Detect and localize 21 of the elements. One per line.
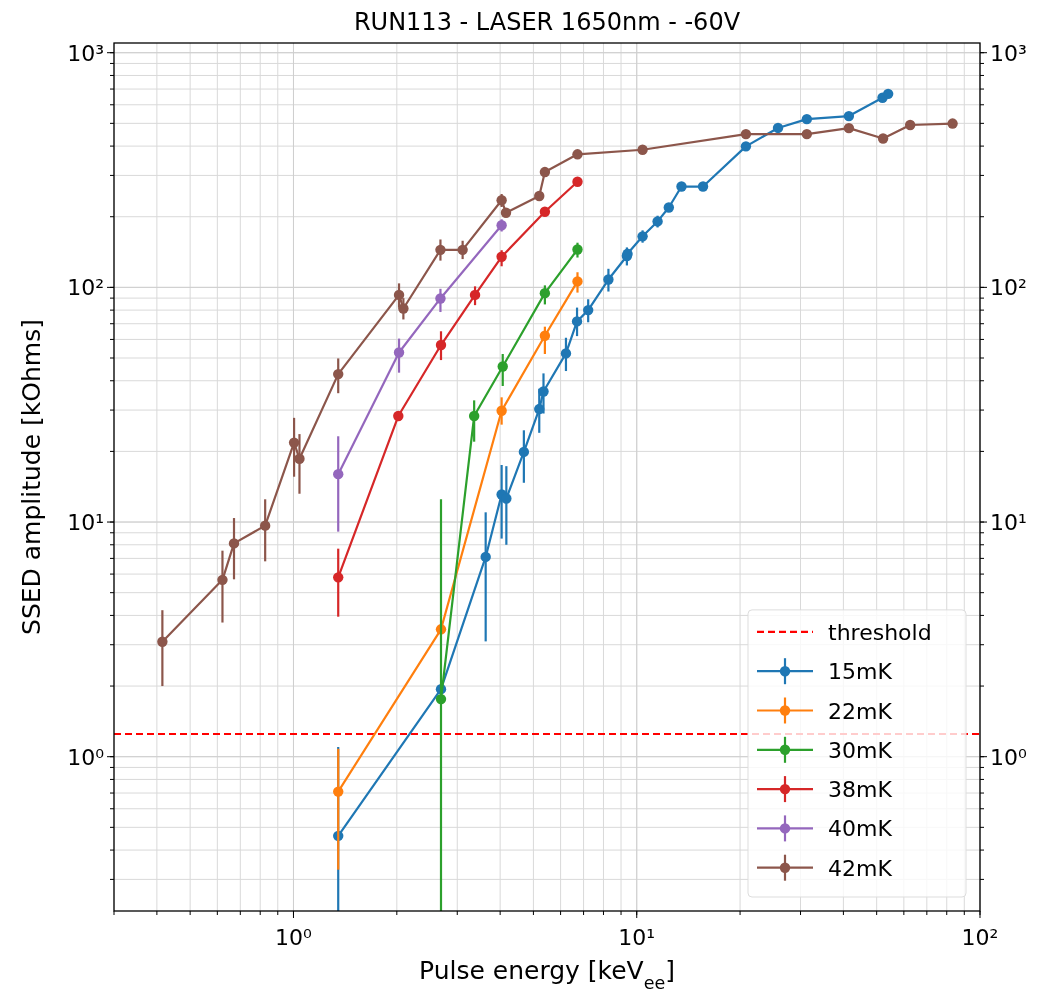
- x-tick-label: 10¹: [618, 925, 656, 950]
- y-tick-label: 10¹: [67, 510, 104, 536]
- legend-label: 30mK: [828, 737, 893, 763]
- text: 10²: [990, 275, 1027, 301]
- legend-label: threshold: [828, 619, 932, 645]
- legend-label: 38mK: [828, 777, 893, 803]
- x-tick-label: 10⁰: [275, 925, 313, 950]
- legend-label: 15mK: [828, 659, 893, 685]
- x-tick-label: 10²: [961, 925, 999, 950]
- legend-label: 42mK: [828, 855, 893, 881]
- text: 10³: [990, 40, 1027, 66]
- text: 10⁰: [990, 744, 1027, 770]
- text: 10¹: [990, 510, 1027, 536]
- y-tick-label: 10³: [67, 40, 104, 66]
- legend-label: 40mK: [828, 816, 893, 842]
- legend-label: 22mK: [828, 698, 893, 724]
- y-tick-label: 10²: [67, 275, 104, 301]
- chart-title: RUN113 - LASER 1650nm - -60V: [353, 8, 741, 36]
- x-axis-title: Pulse energy [keV$_{ee}$]: [419, 956, 675, 990]
- y-tick-label: 10⁰: [67, 744, 105, 770]
- y-axis-title: SSED amplitude [kOhms]: [17, 319, 46, 635]
